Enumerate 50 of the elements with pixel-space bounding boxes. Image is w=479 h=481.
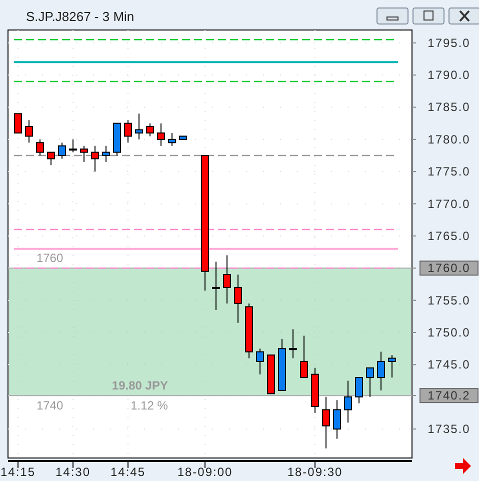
candlestick [355,377,363,404]
candlestick [146,122,154,137]
y-tick-label: 1780.0 [428,132,470,146]
candlestick [25,120,33,144]
candlestick [102,145,110,162]
candlestick [47,152,55,166]
candlestick [80,145,88,162]
candlestick [14,113,22,134]
candlestick [91,145,99,172]
candlestick [234,274,242,324]
annotation: 19.80 JPY [112,378,168,393]
candlestick [212,261,220,310]
y-tick-label: 1750.0 [428,325,470,340]
chart-title: S.JP.J8267 - 3 Min [26,9,134,24]
candlestick [58,142,66,160]
y-tick-label: 1795.0 [428,36,470,50]
y-tick-label: 1740.2 [428,388,470,403]
candlestick [333,400,341,440]
x-tick-label: 14:30 [55,465,91,479]
x-tick-label: 18-09:30 [287,465,343,479]
y-tick-label: 1770.0 [428,196,470,211]
candlestick [36,138,44,156]
x-tick-label: 14:45 [110,465,146,479]
y-tick-label: 1790.0 [428,68,470,82]
y-tick-label: 1775.0 [428,164,470,179]
candlestick [377,351,385,391]
y-tick-label: 1765.0 [428,228,470,243]
annotation: 1760 [36,251,64,266]
candlestick [135,113,143,140]
y-tick-label: 1745.0 [428,358,470,372]
candlestick [289,328,297,359]
y-tick-label: 1760.0 [428,261,470,276]
candlestick [124,120,132,144]
candlestick [300,335,308,378]
candlestick [157,122,165,146]
y-tick-label: 1785.0 [428,100,470,114]
candlestick [388,354,396,378]
candlestick [69,138,77,153]
candlestick [256,348,264,375]
y-tick-label: 1755.0 [428,293,470,308]
annotation: 1.12 % [130,398,168,413]
candlestick [168,132,176,146]
x-tick-label: 18-09:00 [177,465,233,479]
annotation: 1740 [36,398,64,413]
y-tick-label: 1735.0 [428,422,470,436]
x-tick-label: 14:15 [0,465,36,479]
candlestick [223,254,231,304]
candlestick [366,367,374,398]
candlestick [344,380,352,424]
candlestick [322,396,330,449]
